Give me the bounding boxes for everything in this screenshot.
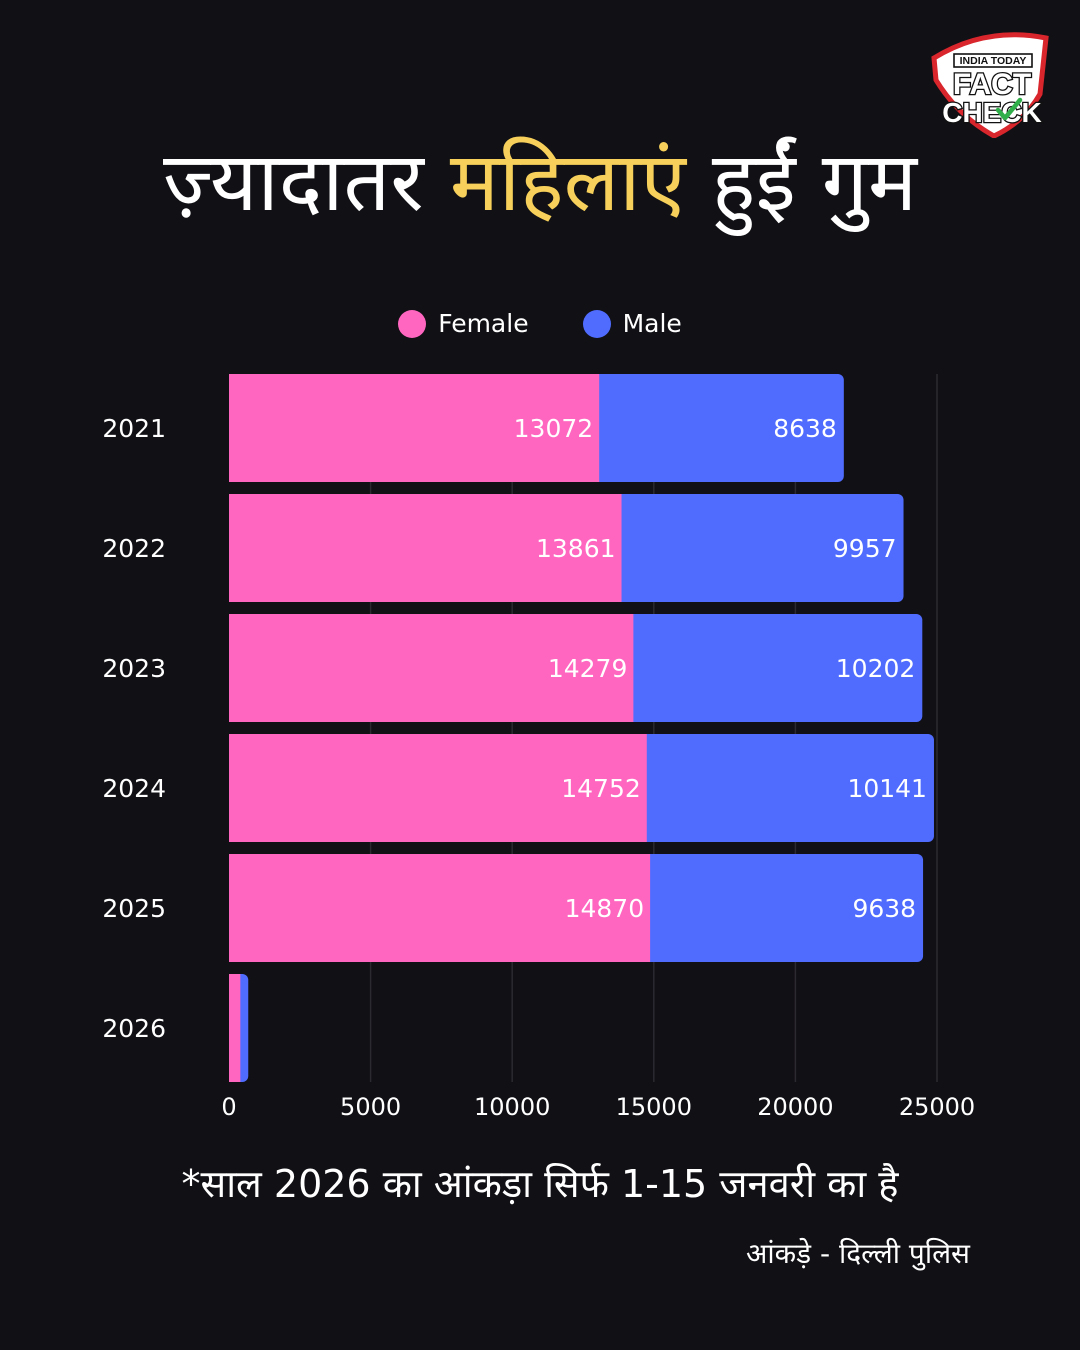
y-tick-label: 2026: [102, 1014, 166, 1043]
data-label-female: 13861: [536, 534, 616, 563]
bar-female: [229, 614, 634, 722]
x-tick-label: 20000: [757, 1093, 833, 1121]
data-label-male: 9957: [833, 534, 897, 563]
check-mark-icon: [995, 97, 1023, 121]
bar-female: [229, 854, 651, 962]
legend-label-male: Male: [622, 309, 682, 338]
data-label-male: 9638: [852, 894, 916, 923]
bar-male: [591, 374, 844, 482]
title-highlight: महिलाएं: [449, 135, 686, 230]
y-tick-label: 2022: [102, 534, 166, 563]
india-today-fact-check-logo: INDIA TODAY FACT CHECK: [931, 32, 1049, 138]
bar-female: [229, 974, 241, 1082]
x-tick-label: 25000: [899, 1093, 975, 1121]
bar-male: [613, 494, 904, 602]
legend-swatch-male: [582, 310, 611, 338]
x-tick-label: 15000: [616, 1093, 692, 1121]
legend-item-female: Female: [398, 306, 529, 342]
data-label-female: 13072: [514, 414, 594, 443]
data-source: आंकड़े - दिल्ली पुलिस: [746, 1237, 970, 1270]
bar-male: [642, 854, 924, 962]
title-part-2: हुईं गुम: [685, 135, 917, 230]
data-label-male: 10141: [847, 774, 927, 803]
y-tick-label: 2025: [102, 894, 166, 923]
logo-check-text: CHECK: [942, 97, 1042, 128]
x-tick-label: 0: [221, 1093, 236, 1121]
page-title: ज़्यादातर महिलाएं हुईं गुम: [0, 128, 1080, 238]
bar-male: [625, 614, 923, 722]
logo-india-today-text: INDIA TODAY: [960, 55, 1027, 67]
legend-item-male: Male: [582, 306, 682, 342]
x-tick-label: 10000: [474, 1093, 550, 1121]
bar-female: [229, 494, 622, 602]
x-tick-label: 5000: [340, 1093, 401, 1121]
bar-female: [229, 374, 600, 482]
y-tick-label: 2021: [102, 414, 166, 443]
logo-label-box: [953, 53, 1033, 68]
title-part-1: ज़्यादातर: [163, 135, 450, 230]
bar-female: [229, 734, 647, 842]
data-label-female: 14279: [548, 654, 628, 683]
data-label-male: 8638: [773, 414, 837, 443]
logo-fact-text: FACT: [953, 68, 1031, 101]
legend-label-female: Female: [438, 309, 529, 338]
bar-male: [638, 734, 934, 842]
stacked-bar-chart: 0 5000 10000 15000 20000 25000 2021 13072 8638 20…: [102, 374, 975, 1121]
data-label-female: 14870: [565, 894, 645, 923]
chart-legend: Female Male: [0, 306, 1080, 342]
data-label-male: 10202: [836, 654, 916, 683]
y-tick-label: 2024: [102, 774, 166, 803]
footnote: *साल 2026 का आंकड़ा सिर्फ 1-15 जनवरी का …: [181, 1162, 899, 1206]
data-label-female: 14752: [561, 774, 641, 803]
legend-swatch-female: [398, 310, 427, 338]
y-tick-label: 2023: [102, 654, 166, 683]
